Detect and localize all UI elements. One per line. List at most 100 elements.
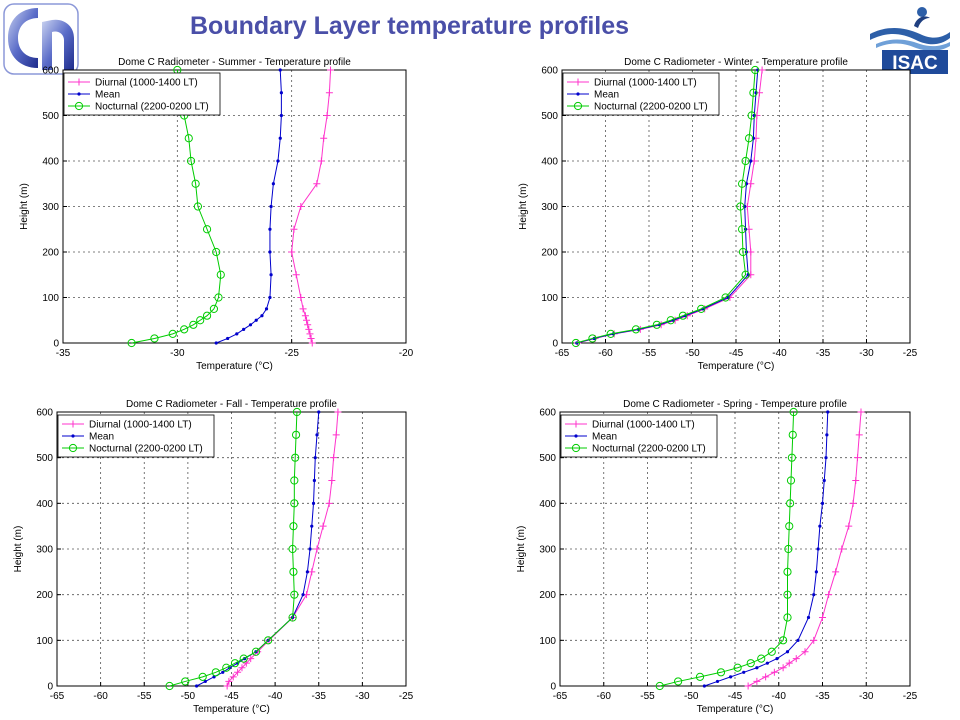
series-line [131,69,222,344]
y-tick-label: 400 [42,157,59,168]
data-point [264,636,273,645]
x-tick-label: -65 [50,691,65,702]
data-point [310,524,314,528]
data-point [308,568,316,576]
data-point [749,159,753,163]
data-point [320,134,328,142]
data-point [323,112,331,119]
data-point [810,636,818,644]
data-point [328,477,336,484]
data-point [184,134,193,143]
data-point [234,668,242,676]
y-tick-label: 600 [539,408,556,419]
data-point [716,668,726,677]
data-point [785,659,793,667]
data-point [315,433,319,437]
data-point [779,636,788,645]
chart-panel-1: -35 -30 -25 -20 0 100 200 300 400 500 600 Dome C Ra… [19,57,414,372]
data-point [742,670,746,674]
data-point [784,544,793,554]
data-point [193,202,203,211]
y-tick-label: 0 [550,682,556,693]
data-point [202,225,212,234]
data-point [325,89,333,97]
data-point [69,420,77,428]
data-point [165,681,174,691]
data-point [292,407,302,417]
y-tick-label: 100 [539,636,556,647]
data-point [787,453,796,462]
isac-logo: ISAC [870,7,950,74]
x-tick-label: -25 [284,348,299,359]
legend-label: Diurnal (1000-1400 LT) [89,420,192,431]
data-point [196,316,205,325]
data-point [289,522,298,531]
data-point [248,323,253,327]
data-point [226,336,230,341]
data-point [254,318,258,322]
data-point [75,78,83,86]
data-point [308,339,316,347]
series-nocturnal [165,407,302,691]
data-point [783,590,792,599]
data-point [702,684,706,688]
data-point [758,66,766,74]
data-point [313,456,317,460]
data-point [327,66,335,74]
data-point [753,677,761,685]
data-point [225,677,233,685]
series-diurnal [288,66,335,347]
y-tick-label: 600 [541,66,558,77]
data-point [736,202,745,211]
chart-title: Dome C Radiometer - Fall - Temperature p… [126,399,337,410]
data-point [729,675,733,679]
x-tick-label: -30 [170,348,185,359]
data-point [806,615,811,620]
data-point [747,180,755,188]
legend-label: Diurnal (1000-1400 LT) [592,420,695,431]
x-tick-label: -50 [685,348,700,359]
data-point [214,341,218,345]
x-tick-label: -45 [728,691,743,702]
data-point [786,476,796,485]
data-point [269,273,273,277]
data-point [674,677,683,686]
y-tick-label: 500 [42,111,59,122]
data-point [652,320,661,329]
data-point [822,478,826,483]
data-point [845,522,853,530]
y-tick-label: 500 [36,453,53,464]
data-point [268,250,272,254]
data-point [695,672,705,681]
series-line [659,411,795,687]
data-point [269,204,273,209]
data-point [168,329,177,338]
data-point [574,78,582,86]
data-point [762,673,770,681]
y-tick-label: 200 [539,590,556,601]
x-tick-label: -55 [137,691,152,702]
data-point [209,304,219,313]
data-point [127,338,136,348]
data-point [279,113,283,118]
data-point [785,650,790,654]
data-point [571,338,581,348]
data-point [271,182,275,186]
data-point [311,501,316,505]
data-point [855,431,863,439]
data-point [229,673,237,681]
data-point [307,334,315,342]
y-tick-label: 400 [36,499,53,510]
data-point [299,305,307,313]
legend-label: Nocturnal (2200-0200 LT) [95,102,209,113]
x-tick-label: -35 [312,691,327,702]
y-tick-label: 300 [539,545,556,556]
data-point [288,613,297,622]
data-point [747,111,756,120]
data-point [279,91,283,95]
legend-label: Mean [592,432,617,443]
y-axis-label: Height (m) [13,526,24,573]
data-point [767,647,776,656]
data-point [678,311,688,320]
y-tick-label: 100 [42,293,59,304]
